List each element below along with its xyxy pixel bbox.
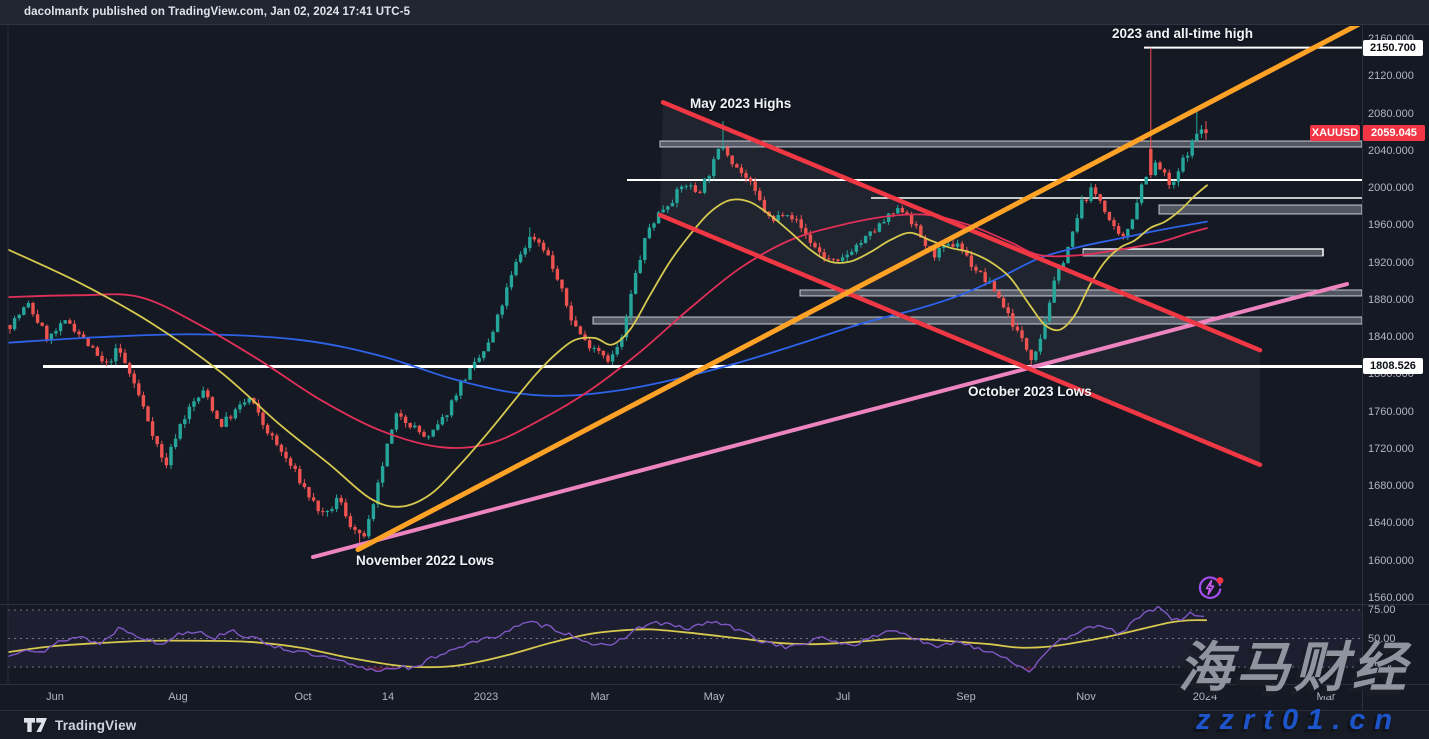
flash-ideas-icon[interactable] [1194,572,1226,604]
price-axis-tick: 1560.000 [1368,592,1414,604]
price-axis-tick: 1760.000 [1368,405,1414,418]
annotation-all-time-high: 2023 and all-time high [1112,26,1254,41]
price-axis-tick: 1720.000 [1368,442,1414,455]
tradingview-logo-text: TradingView [55,717,137,733]
time-axis-tick: Jun [46,691,64,703]
time-axis-tick: Oct [294,691,312,703]
time-axis-tick: 2024 [1192,691,1218,703]
time-axis-tick: Mar [590,691,610,703]
price-axis-tick: 1680.000 [1368,480,1414,493]
time-axis-tick: Sep [956,691,976,703]
price-axis-tick: 1600.000 [1368,554,1414,567]
price-axis-tick: 1920.000 [1368,256,1414,269]
time-axis-tick: Jul [835,691,851,703]
notification-dot [1216,577,1224,584]
annotation-november-2022-lows: November 2022 Lows [356,553,495,568]
last-price-badge: 2059.045 [1363,125,1425,142]
publish-line: dacolmanfx published on TradingView.com,… [24,6,411,18]
price-axis-tick: 2080.000 [1368,107,1414,120]
price-label-ath: 2150.700 [1363,39,1423,56]
footer-bar: TradingView [0,710,1429,739]
rsi-axis-tick: 75.00 [1368,604,1396,616]
price-axis-tick: 1640.000 [1368,517,1414,530]
price-axis-tick: 2120.000 [1368,70,1414,83]
price-axis-tick: 2040.000 [1368,144,1414,157]
watermark-site-url: zzrt01.cn [1196,704,1402,736]
tradingview-logo-icon [24,717,47,732]
price-label-support: 1808.526 [1363,358,1423,375]
price-axis-tick: 1880.000 [1368,293,1414,306]
time-axis-tick: 14 [381,691,395,703]
publish-header: dacolmanfx published on TradingView.com,… [0,0,1429,25]
rsi-axis-tick: 25.00 [1368,661,1396,673]
watermark-site-name: 海马财经 [1178,638,1410,698]
time-axis-tick: Mar [1316,691,1336,703]
symbol-ticker-badge: XAUUSD [1310,125,1360,142]
time-axis-tick: Aug [168,691,188,703]
price-axis-tick: 1840.000 [1368,331,1414,344]
price-axis-tick: 2000.000 [1368,182,1414,195]
tradingview-logo[interactable]: TradingView [0,711,1429,739]
annotation-october-2023-lows: October 2023 Lows [968,384,1092,399]
rsi-axis-tick: 50.00 [1368,632,1396,645]
time-axis-tick: May [703,691,725,703]
price-axis-tick: 1960.000 [1368,219,1414,232]
time-axis-tick: 2023 [473,691,499,703]
time-axis-tick: Nov [1076,691,1096,703]
annotation-may-2023-highs: May 2023 Highs [690,96,792,111]
